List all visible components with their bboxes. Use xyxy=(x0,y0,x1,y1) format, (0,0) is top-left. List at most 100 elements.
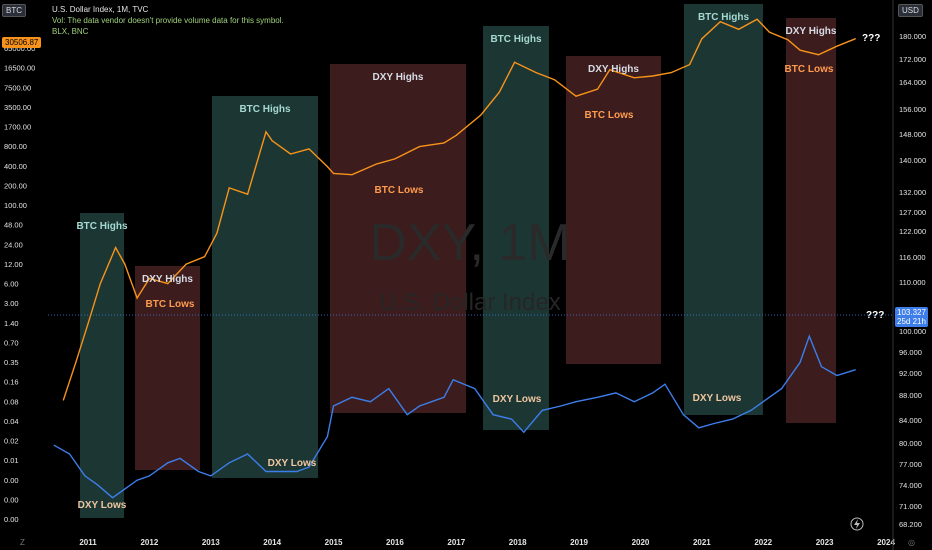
btc-point xyxy=(455,134,457,136)
right-tick-label: 132.000 xyxy=(899,188,926,197)
zone-label-layer: BTC Highs DXY Highs BTC Highs DXY Highs BTC … xyxy=(76,12,836,511)
currency-label[interactable]: USD xyxy=(898,4,923,17)
timezone-icon[interactable]: Z xyxy=(20,538,25,547)
x-tick-label: 2023 xyxy=(816,538,834,547)
dxy-point xyxy=(179,457,181,459)
btc-point xyxy=(514,61,516,63)
left-tick-label: 7500.00 xyxy=(4,83,31,92)
bar-countdown: 25d 21h xyxy=(897,317,926,326)
btc-point xyxy=(167,283,169,285)
symbol-badge[interactable]: BTC xyxy=(2,4,26,17)
lightning-icon[interactable] xyxy=(850,517,864,531)
dxy-point xyxy=(443,396,445,398)
x-tick-label: 2018 xyxy=(509,538,527,547)
dxy-point xyxy=(68,453,71,455)
dxy-point xyxy=(351,396,353,398)
dxy-point xyxy=(615,392,617,394)
x-tick-label: 2012 xyxy=(140,538,158,547)
dxy-point xyxy=(96,483,98,486)
right-tick-label: 71.000 xyxy=(899,502,922,511)
right-tick-label: 127.000 xyxy=(899,208,926,217)
btc-point xyxy=(148,277,150,280)
dxy-point xyxy=(332,405,335,407)
dxy-point xyxy=(560,405,562,407)
btc-point xyxy=(701,38,703,40)
btc-point xyxy=(719,21,721,23)
dxy-point xyxy=(664,383,666,385)
x-tick-label: 2024 xyxy=(877,538,895,547)
btc-point xyxy=(204,256,206,258)
btc-point xyxy=(247,193,249,195)
x-axis[interactable]: 2011 2012 2013 2014 2015 2016 2017 2018 2019 2020… xyxy=(79,538,895,547)
dxy-point xyxy=(136,479,138,481)
btc-point xyxy=(443,142,445,144)
zone-6-bottom-label: BTC Lows xyxy=(585,110,634,121)
right-tick-label: 148.000 xyxy=(899,130,926,139)
btc-point xyxy=(62,399,65,401)
x-tick-label: 2015 xyxy=(325,538,343,547)
dxy-point xyxy=(265,470,267,473)
btc-point xyxy=(498,91,500,93)
zone-7-top-label: BTC Highs xyxy=(698,12,750,23)
left-tick-label: 0.00 xyxy=(4,476,19,485)
zone-5 xyxy=(483,26,549,430)
dxy-point xyxy=(808,335,810,337)
btc-point xyxy=(136,297,138,299)
btc-point xyxy=(575,95,577,97)
right-tick-label: 180.000 xyxy=(899,32,926,41)
zone-3 xyxy=(212,96,318,478)
right-tick-label: 80.000 xyxy=(899,439,922,448)
x-tick-label: 2020 xyxy=(632,538,650,547)
zone-2-top-label: DXY Highs xyxy=(142,274,193,285)
left-tick-label: 0.70 xyxy=(4,338,19,347)
axis-settings-icon[interactable]: ◎ xyxy=(908,538,915,547)
dxy-point xyxy=(731,418,734,420)
zone-7-bottom-label: DXY Lows xyxy=(693,393,742,404)
left-axis[interactable]: 65000.00 16500.00 7500.00 3500.00 1700.00 800… xyxy=(4,44,35,524)
btc-point xyxy=(115,246,117,249)
right-axis[interactable]: 180.000 172.000 164.000 156.000 148.000 140.0… xyxy=(899,32,926,529)
x-tick-label: 2014 xyxy=(263,538,281,547)
right-tick-label: 92.000 xyxy=(899,369,922,378)
dxy-point xyxy=(210,475,212,477)
right-tick-label: 140.000 xyxy=(899,156,926,165)
dxy-point xyxy=(53,444,55,446)
left-tick-label: 0.02 xyxy=(4,437,19,446)
zone-4-bottom-label: BTC Lows xyxy=(375,185,424,196)
btc-point xyxy=(535,72,537,74)
btc-point xyxy=(216,232,218,234)
btc-point xyxy=(480,114,482,116)
btc-point xyxy=(854,38,856,40)
btc-point xyxy=(394,158,396,160)
zone-3-top-label: BTC Highs xyxy=(239,104,291,115)
last-value: 103.327 xyxy=(897,308,926,317)
zone-1-top-label: BTC Highs xyxy=(76,221,128,232)
zone-5-bottom-label: DXY Lows xyxy=(493,394,542,405)
dxy-point xyxy=(406,414,408,416)
zone-8-top-label: DXY Highs xyxy=(786,26,837,37)
dxy-point xyxy=(652,392,654,394)
right-tick-label: 164.000 xyxy=(899,78,926,87)
dxy-point xyxy=(596,396,599,398)
left-tick-label: 1.40 xyxy=(4,319,19,328)
btc-point xyxy=(332,172,335,175)
zone-1-bottom-label: DXY Lows xyxy=(78,500,127,511)
x-tick-label: 2021 xyxy=(693,538,711,547)
btc-point xyxy=(99,283,101,285)
dxy-point xyxy=(698,427,700,429)
dxy-point xyxy=(111,497,114,499)
btc-point xyxy=(375,163,378,165)
chart-title: U.S. Dollar Index, 1M, TVC xyxy=(52,5,149,14)
btc-point xyxy=(688,63,691,66)
left-tick-label: 3.00 xyxy=(4,299,19,308)
dxy-question-mark: ??? xyxy=(866,310,884,321)
left-tick-label: 0.04 xyxy=(4,417,19,426)
right-tick-label: 110.000 xyxy=(899,278,926,287)
btc-point xyxy=(633,77,635,79)
dxy-point xyxy=(369,401,371,403)
left-tick-label: 100.00 xyxy=(4,201,27,210)
dxy-point xyxy=(510,418,513,420)
btc-point xyxy=(326,165,328,168)
left-tick-label: 65000.00 xyxy=(4,44,35,53)
left-tick-label: 12.00 xyxy=(4,260,23,269)
